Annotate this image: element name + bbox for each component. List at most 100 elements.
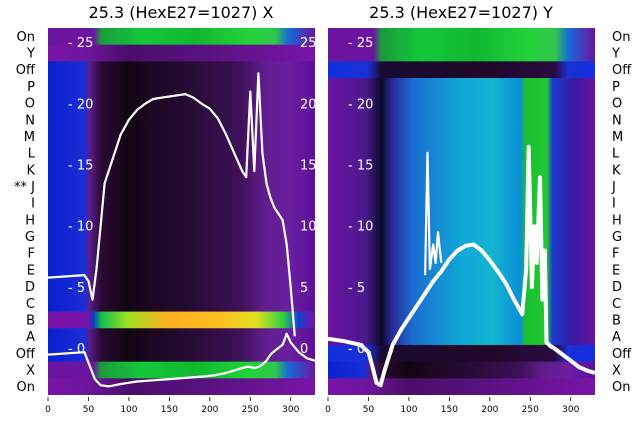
heatmap-row bbox=[48, 28, 315, 46]
row-label: Y bbox=[611, 47, 620, 62]
chart-panel-y: 25.3 (HexE27=1027) YOnYOffPONMLKJIHGFEDC… bbox=[325, 3, 632, 415]
heatmap-row bbox=[48, 278, 315, 296]
y-tick-label: - 15 bbox=[348, 159, 373, 174]
y-tick-label-right: 5 bbox=[300, 281, 308, 296]
heatmap-row bbox=[48, 378, 315, 395]
heatmap-row bbox=[328, 94, 595, 113]
x-tick-label: 100 bbox=[400, 405, 417, 415]
row-label: On bbox=[17, 30, 35, 45]
row-label: On bbox=[612, 380, 630, 395]
x-tick-label: 200 bbox=[481, 405, 498, 415]
heatmap-row bbox=[328, 344, 595, 363]
row-label: M bbox=[24, 130, 35, 145]
row-label: H bbox=[25, 213, 35, 228]
y-tick-label-right: 15 bbox=[300, 159, 317, 174]
x-tick-label: 150 bbox=[161, 405, 178, 415]
heatmap-row bbox=[48, 61, 315, 79]
row-label: B bbox=[612, 313, 621, 328]
row-label: A bbox=[26, 330, 35, 345]
row-label: On bbox=[612, 30, 630, 45]
y-tick-label-right: 10 bbox=[300, 220, 317, 235]
y-tick-label: - 10 bbox=[348, 220, 373, 235]
row-label: F bbox=[612, 247, 619, 262]
row-label: K bbox=[26, 163, 35, 178]
y-tick-label: - 20 bbox=[68, 97, 93, 112]
x-tick-label: 250 bbox=[522, 405, 539, 415]
x-tick-label: 300 bbox=[562, 405, 579, 415]
row-label: M bbox=[612, 130, 623, 145]
x-tick-label: 50 bbox=[363, 405, 375, 415]
heatmap-row bbox=[328, 78, 595, 96]
y-tick-label: - 5 bbox=[68, 281, 85, 296]
x-tick-label: 300 bbox=[282, 405, 299, 415]
row-label: C bbox=[26, 297, 35, 312]
row-label: K bbox=[612, 163, 621, 178]
heatmap-row bbox=[328, 328, 595, 346]
heatmap-row bbox=[48, 111, 315, 129]
row-label: H bbox=[612, 213, 622, 228]
series-line bbox=[328, 144, 595, 388]
row-label: L bbox=[612, 147, 620, 162]
row-label: P bbox=[612, 80, 620, 95]
row-label: C bbox=[612, 297, 621, 312]
row-label: P bbox=[27, 80, 35, 95]
heatmap-row bbox=[48, 294, 315, 313]
heatmap-row bbox=[48, 128, 315, 146]
heatmap-row bbox=[328, 294, 595, 313]
heatmap-row bbox=[328, 61, 595, 79]
row-label: E bbox=[612, 263, 620, 278]
row-label: O bbox=[612, 97, 622, 112]
heatmap-row bbox=[328, 261, 595, 279]
heatmap-row bbox=[328, 44, 595, 62]
row-label: Off bbox=[16, 347, 36, 362]
heatmap-row bbox=[48, 328, 315, 346]
row-label: O bbox=[25, 97, 35, 112]
row-label: X bbox=[26, 363, 35, 378]
heatmap-row bbox=[328, 111, 595, 129]
heatmap-row bbox=[48, 244, 315, 263]
row-label: A bbox=[612, 330, 621, 345]
heatmap-row bbox=[48, 78, 315, 96]
heatmap-row bbox=[328, 311, 595, 329]
row-label: Off bbox=[612, 63, 632, 78]
y-tick-label: - 20 bbox=[348, 97, 373, 112]
x-tick-label: 50 bbox=[83, 405, 95, 415]
row-label: D bbox=[612, 280, 622, 295]
heatmap-row bbox=[328, 278, 595, 296]
row-label: F bbox=[28, 247, 35, 262]
row-label: I bbox=[31, 197, 35, 212]
heatmap-row bbox=[328, 361, 595, 379]
y-tick-label: - 15 bbox=[68, 159, 93, 174]
heatmap-row bbox=[328, 28, 595, 46]
row-label: Off bbox=[16, 63, 36, 78]
row-label: G bbox=[25, 230, 35, 245]
row-label: Y bbox=[26, 47, 35, 62]
x-tick-label: 100 bbox=[120, 405, 137, 415]
y-tick-label-right: 0 bbox=[300, 342, 308, 357]
heatmap-row bbox=[48, 161, 315, 179]
y-tick-label-right: 25 bbox=[300, 36, 317, 51]
heatmap-row bbox=[48, 311, 315, 329]
row-label: E bbox=[27, 263, 35, 278]
row-label: ** J bbox=[14, 180, 35, 195]
row-label: D bbox=[25, 280, 35, 295]
x-tick-label: 150 bbox=[441, 405, 458, 415]
y-tick-label: - 25 bbox=[348, 36, 373, 51]
y-tick-label: - 10 bbox=[68, 220, 93, 235]
row-label: B bbox=[26, 313, 35, 328]
heatmap-row bbox=[48, 228, 315, 246]
heatmap-row bbox=[48, 194, 315, 213]
row-label: N bbox=[25, 113, 35, 128]
x-tick-label: 0 bbox=[325, 405, 331, 415]
heatmap-row bbox=[48, 211, 315, 229]
row-label: N bbox=[612, 113, 622, 128]
row-label: L bbox=[28, 147, 36, 162]
x-tick-label: 0 bbox=[45, 405, 51, 415]
row-label: J bbox=[611, 180, 616, 195]
heatmap-row bbox=[48, 344, 315, 363]
heatmap-row bbox=[48, 178, 315, 196]
y-tick-label: - 25 bbox=[68, 36, 93, 51]
row-label: X bbox=[612, 363, 621, 378]
